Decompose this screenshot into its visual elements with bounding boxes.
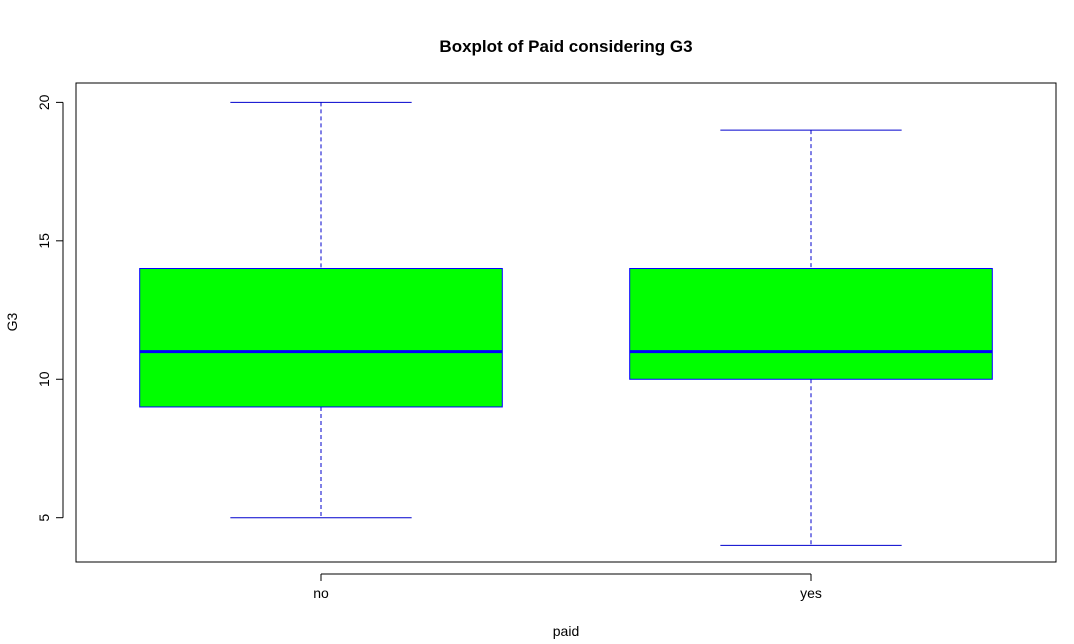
box-yes <box>629 129 993 546</box>
x-axis-title: paid <box>553 623 579 639</box>
y-tick-label: 10 <box>36 371 52 387</box>
iqr-box <box>629 268 993 380</box>
y-axis: 5 10 15 20 <box>36 94 64 522</box>
y-tick-label: 20 <box>36 94 52 110</box>
y-tick-label: 15 <box>36 233 52 249</box>
x-axis: no yes <box>313 573 822 601</box>
x-tick-label: yes <box>800 585 822 601</box>
box-series <box>139 101 993 546</box>
y-tick-label: 5 <box>36 514 52 522</box>
chart-title: Boxplot of Paid considering G3 <box>439 37 692 56</box>
x-tick-label: no <box>313 585 329 601</box>
iqr-box <box>139 268 503 408</box>
box-no <box>139 101 503 519</box>
plot-frame <box>75 82 1057 563</box>
y-axis-title: G3 <box>4 312 20 331</box>
